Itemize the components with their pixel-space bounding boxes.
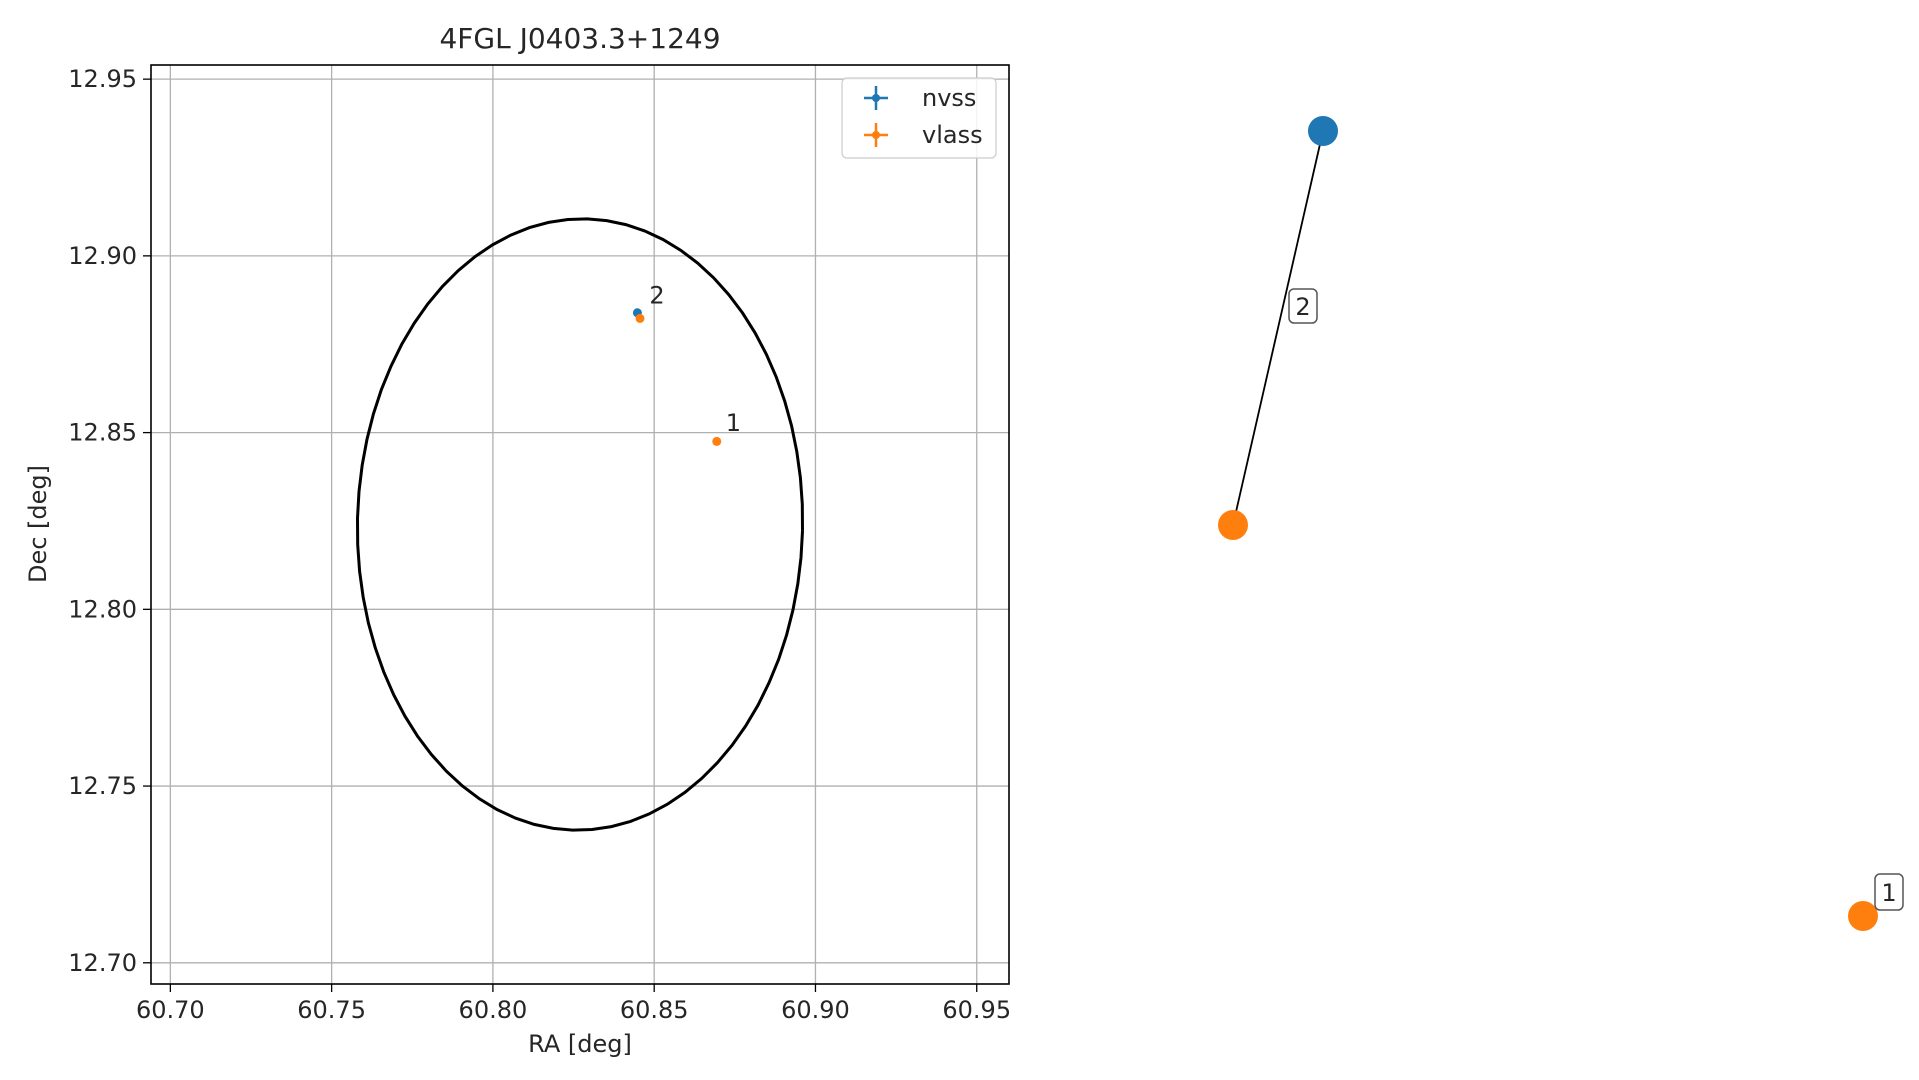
graph-node-vlass-1 [1848, 901, 1878, 931]
x-axis-label: RA [deg] [528, 1030, 632, 1058]
graph-edge-2 [1232, 130, 1324, 526]
chart-title: 4FGL J0403.3+1249 [439, 22, 720, 55]
point-vlass [712, 436, 722, 446]
graph-node-vlass-2 [1218, 510, 1248, 540]
graph-edge-label-2: 2 [1288, 288, 1318, 324]
x-tick-label: 60.80 [459, 996, 528, 1024]
graph-edge-label-text: 2 [1295, 293, 1310, 321]
graph-node-label-text: 1 [1881, 879, 1896, 907]
y-axis-label: Dec [deg] [24, 465, 52, 583]
graph-node-nvss-2 [1308, 116, 1338, 146]
point-vlass [635, 313, 645, 323]
annotation-layer: 21 [649, 282, 741, 437]
y-tick-label: 12.70 [68, 949, 137, 977]
y-axis-ticks: 12.70 12.75 12.80 12.85 12.90 12.95 [68, 65, 151, 977]
graph-nodes [1218, 116, 1878, 931]
legend: nvss vlass [841, 77, 997, 159]
y-tick-label: 12.80 [68, 595, 137, 623]
legend-entry-vlass: vlass [864, 121, 983, 149]
legend-marker-nvss-dot [872, 94, 880, 102]
y-tick-label: 12.95 [68, 65, 137, 93]
graph-node-label-box [1874, 873, 1904, 911]
legend-entry-nvss: nvss [864, 84, 976, 112]
x-axis-ticks: 60.70 60.75 60.80 60.85 60.90 60.95 [136, 984, 1011, 1024]
legend-label-vlass: vlass [922, 121, 983, 149]
y-tick-label: 12.85 [68, 419, 137, 447]
x-tick-label: 60.90 [781, 996, 850, 1024]
plot-area [150, 64, 1010, 985]
x-tick-label: 60.75 [297, 996, 366, 1024]
graph-panel: 2 1 [1218, 116, 1904, 931]
legend-marker-vlass-dot [872, 131, 880, 139]
point-annotation: 2 [649, 282, 664, 310]
x-tick-label: 60.85 [620, 996, 689, 1024]
scatter-panel: 4FGL J0403.3+1249 21 60.70 60.75 60.80 60.8… [24, 22, 1011, 1058]
point-annotation: 1 [726, 409, 741, 437]
grid [151, 65, 1009, 984]
uncertainty-ellipse [355, 217, 804, 832]
points-layer [632, 308, 722, 446]
legend-label-nvss: nvss [922, 84, 976, 112]
graph-edges [1232, 130, 1324, 526]
x-tick-label: 60.70 [136, 996, 205, 1024]
y-tick-label: 12.75 [68, 772, 137, 800]
x-tick-label: 60.95 [942, 996, 1011, 1024]
graph-node-label-1: 1 [1874, 873, 1904, 911]
y-tick-label: 12.90 [68, 242, 137, 270]
ellipse-layer [355, 217, 804, 832]
graph-edge-label-box [1288, 288, 1318, 324]
